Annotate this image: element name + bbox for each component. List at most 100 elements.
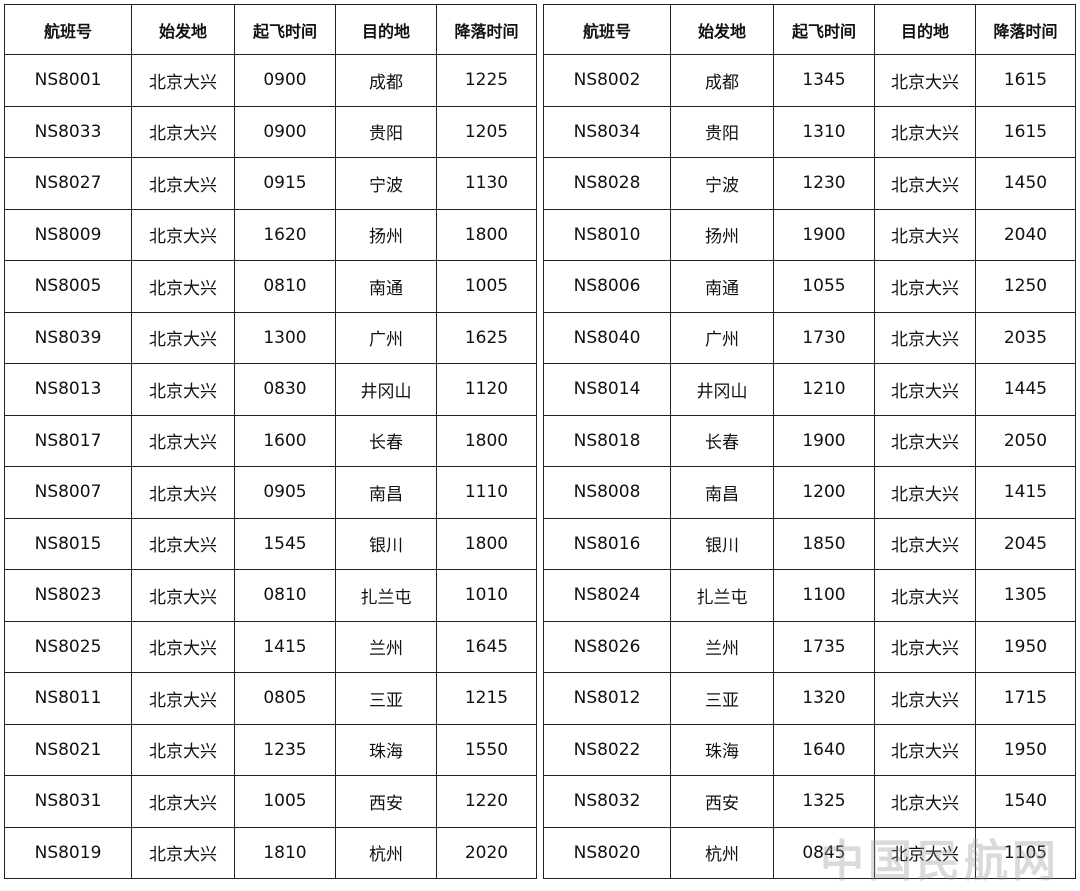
table-cell: 1540 <box>975 775 1076 828</box>
table-cell: 北京大兴 <box>874 517 976 570</box>
table-cell: 2050 <box>975 414 1076 467</box>
table-cell: 宁波 <box>335 157 437 210</box>
table-cell: 北京大兴 <box>131 672 235 725</box>
table-cell: 1345 <box>773 54 875 107</box>
table-cell: NS8005 <box>4 260 132 313</box>
table-cell: 贵阳 <box>335 105 437 158</box>
table-cell: 1220 <box>436 775 537 828</box>
table-cell: 1445 <box>975 363 1076 416</box>
table-cell: NS8022 <box>543 723 671 776</box>
table-cell: 0810 <box>234 260 336 313</box>
table-cell: 北京大兴 <box>874 672 976 725</box>
table-cell: NS8011 <box>4 672 132 725</box>
table-cell: 银川 <box>335 517 437 570</box>
header-cell: 始发地 <box>670 4 774 55</box>
table-cell: 南昌 <box>335 466 437 519</box>
table-cell: 北京大兴 <box>874 260 976 313</box>
table-cell: 1800 <box>436 414 537 467</box>
table-cell: 1320 <box>773 672 875 725</box>
table-cell: 1715 <box>975 672 1076 725</box>
table-cell: 1730 <box>773 311 875 364</box>
table-cell: 珠海 <box>335 723 437 776</box>
table-cell: 1900 <box>773 414 875 467</box>
table-cell: 1415 <box>975 466 1076 519</box>
table-cell: 北京大兴 <box>874 311 976 364</box>
table-cell: NS8012 <box>543 672 671 725</box>
table-cell: 1625 <box>436 311 537 364</box>
table-cell: 杭州 <box>670 826 774 879</box>
table-cell: 兰州 <box>335 620 437 673</box>
table-cell: 长春 <box>670 414 774 467</box>
table-cell: 珠海 <box>670 723 774 776</box>
table-cell: NS8019 <box>4 826 132 879</box>
table-cell: 1640 <box>773 723 875 776</box>
header-cell: 起飞时间 <box>773 4 875 55</box>
watermark: 中国民航网 <box>820 836 1060 887</box>
table-cell: 北京大兴 <box>874 414 976 467</box>
table-cell: 0905 <box>234 466 336 519</box>
table-cell: 北京大兴 <box>131 620 235 673</box>
table-cell: 1005 <box>436 260 537 313</box>
table-cell: NS8032 <box>543 775 671 828</box>
table-cell: NS8039 <box>4 311 132 364</box>
table-cell: NS8031 <box>4 775 132 828</box>
header-cell: 始发地 <box>131 4 235 55</box>
table-cell: NS8013 <box>4 363 132 416</box>
table-cell: 1950 <box>975 620 1076 673</box>
table-cell: 扬州 <box>335 208 437 261</box>
table-cell: 1210 <box>773 363 875 416</box>
table-cell: NS8027 <box>4 157 132 210</box>
table-cell: 1250 <box>975 260 1076 313</box>
table-cell: 南通 <box>335 260 437 313</box>
table-cell: 1100 <box>773 569 875 622</box>
table-cell: 北京大兴 <box>874 363 976 416</box>
table-cell: 北京大兴 <box>131 260 235 313</box>
table-cell: NS8021 <box>4 723 132 776</box>
table-cell: 北京大兴 <box>131 826 235 879</box>
table-cell: 0845 <box>773 826 875 879</box>
table-cell: NS8008 <box>543 466 671 519</box>
table-cell: 北京大兴 <box>874 105 976 158</box>
header-cell: 降落时间 <box>975 4 1076 55</box>
table-cell: 1550 <box>436 723 537 776</box>
table-cell: 0805 <box>234 672 336 725</box>
table-cell: NS8026 <box>543 620 671 673</box>
table-cell: 1810 <box>234 826 336 879</box>
table-cell: 1450 <box>975 157 1076 210</box>
table-cell: 兰州 <box>670 620 774 673</box>
table-cell: 1325 <box>773 775 875 828</box>
table-cell: NS8040 <box>543 311 671 364</box>
table-cell: NS8014 <box>543 363 671 416</box>
table-cell: 广州 <box>670 311 774 364</box>
table-cell: 长春 <box>335 414 437 467</box>
table-cell: 1105 <box>975 826 1076 879</box>
header-cell: 目的地 <box>335 4 437 55</box>
table-cell: 西安 <box>335 775 437 828</box>
table-cell: NS8025 <box>4 620 132 673</box>
table-cell: 2035 <box>975 311 1076 364</box>
table-cell: NS8001 <box>4 54 132 107</box>
table-cell: 井冈山 <box>670 363 774 416</box>
table-cell: 1645 <box>436 620 537 673</box>
table-cell: 1230 <box>773 157 875 210</box>
table-cell: 北京大兴 <box>874 620 976 673</box>
table-cell: NS8015 <box>4 517 132 570</box>
table-cell: 北京大兴 <box>874 466 976 519</box>
table-cell: 0900 <box>234 54 336 107</box>
table-cell: 北京大兴 <box>131 466 235 519</box>
table-cell: 宁波 <box>670 157 774 210</box>
table-cell: 1735 <box>773 620 875 673</box>
table-cell: 1600 <box>234 414 336 467</box>
table-cell: 成都 <box>335 54 437 107</box>
table-cell: 北京大兴 <box>874 723 976 776</box>
table-cell: NS8033 <box>4 105 132 158</box>
table-cell: 南通 <box>670 260 774 313</box>
table-cell: 贵阳 <box>670 105 774 158</box>
table-cell: 1235 <box>234 723 336 776</box>
table-cell: 北京大兴 <box>131 414 235 467</box>
table-cell: 西安 <box>670 775 774 828</box>
table-cell: 北京大兴 <box>874 208 976 261</box>
table-cell: 0810 <box>234 569 336 622</box>
table-cell: 南昌 <box>670 466 774 519</box>
table-cell: 扬州 <box>670 208 774 261</box>
